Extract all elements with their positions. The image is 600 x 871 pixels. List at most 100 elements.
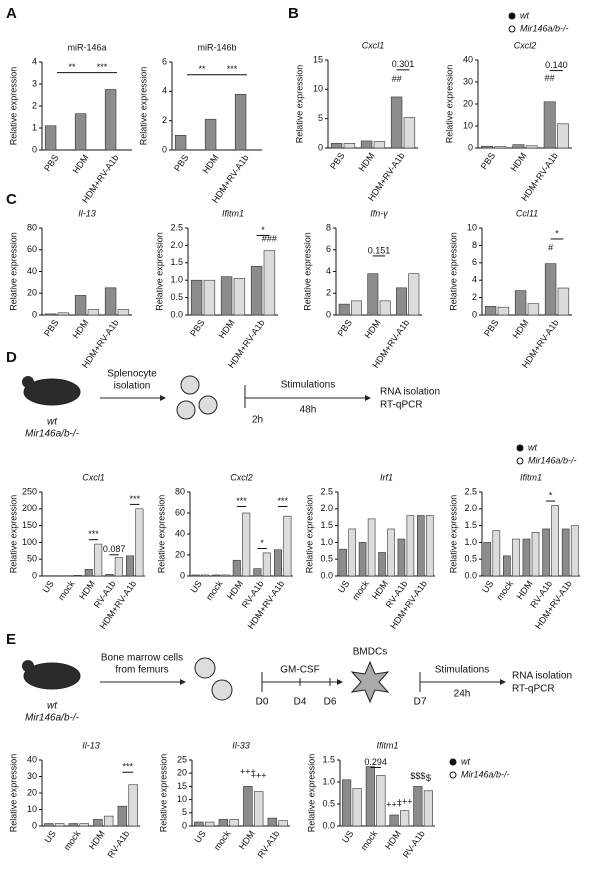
chart: Ifitm1 Relative expression 0.0 0.5 1.0 1.5 US m… (306, 740, 509, 859)
bar (494, 146, 507, 149)
chart-title: Ccl11 (516, 208, 538, 218)
x-tick-label: PBS (482, 318, 501, 338)
bar (570, 525, 579, 577)
annotation: *** (277, 496, 288, 506)
y-tick-label: 10 (177, 794, 187, 804)
bar (242, 512, 251, 577)
chart: Cxcl1 Relative expression 0 50 100 150 200 250 U… (8, 472, 145, 631)
panel-label: C (6, 191, 17, 208)
bar (203, 279, 216, 316)
step: Splenocyte (107, 369, 157, 380)
panel-label: B (288, 5, 299, 22)
y-tick-label: 4 (162, 86, 167, 96)
bar (531, 532, 540, 577)
y-tick-label: 1.0 (320, 537, 333, 547)
x-tick-label: HDM (237, 829, 257, 852)
y-tick-label: 1.5 (320, 520, 333, 530)
y-tick-label: 4 (32, 56, 37, 66)
strain: Mir146a/b-/- (25, 429, 80, 440)
chart-title: Irf1 (380, 472, 393, 482)
y-axis-label: Relative expression (8, 232, 18, 311)
x-tick-label: PBS (335, 318, 354, 338)
x-tick-label: PBS (188, 318, 207, 338)
y-tick-label: 3 (32, 78, 37, 88)
bar (351, 300, 362, 316)
bar (483, 542, 492, 577)
bar (527, 303, 540, 316)
y-axis-label: Relative expression (158, 754, 168, 833)
y-tick-label: 2.0 (170, 240, 183, 250)
y-tick-label: 8 (472, 240, 477, 250)
bar (512, 538, 520, 577)
bar (125, 555, 134, 577)
y-tick-label: 25 (177, 754, 187, 764)
x-tick-label: HDM (71, 153, 91, 176)
bar (190, 279, 203, 316)
step: RNA isolation (380, 387, 440, 398)
y-axis-label: Relative expression (138, 67, 148, 146)
y-tick-label: 40 (463, 54, 473, 64)
chart-title: Il-33 (232, 740, 250, 750)
bar (273, 549, 282, 577)
annotation: 0.087 (103, 544, 126, 554)
x-tick-label: US (192, 829, 207, 845)
y-axis-label: Relative expression (156, 495, 166, 574)
bar (73, 575, 82, 577)
bar (373, 141, 386, 149)
chart-title: Cxcl2 (230, 472, 253, 482)
y-tick-label: 2 (162, 115, 167, 125)
y-tick-label: 0 (162, 144, 167, 154)
x-tick-label: PBS (328, 151, 347, 171)
y-tick-label: 2.0 (464, 503, 477, 513)
bar (360, 140, 373, 149)
y-tick-label: 1.5 (464, 520, 477, 530)
bar (232, 559, 241, 577)
time: 2h (252, 415, 263, 426)
chart-title: Ifitm1 (520, 472, 542, 482)
annotation: *** (97, 62, 108, 72)
y-axis-label: Relative expression (154, 232, 164, 311)
y-tick-label: 60 (27, 244, 37, 254)
annotation: ** (68, 62, 76, 72)
y-tick-label: 15 (313, 54, 323, 64)
time: 24h (454, 689, 471, 700)
legend-label: Mir146a/b-/- (528, 455, 577, 465)
y-tick-label: 40 (27, 266, 37, 276)
bar (117, 309, 130, 316)
chart: Il-33 Relative expression 0 5 10 15 20 25 US mock… (158, 740, 290, 860)
x-tick-label: US (336, 579, 351, 595)
y-tick-label: 0 (182, 820, 187, 830)
day: D4 (294, 697, 307, 708)
bar (243, 786, 253, 827)
x-tick-label: mock (212, 828, 233, 852)
x-tick-label: HDM (87, 829, 107, 852)
bar (543, 101, 556, 149)
y-tick-label: 1.5 (170, 257, 183, 267)
y-tick-label: 0.0 (464, 570, 477, 580)
bar (253, 568, 262, 577)
bar (229, 819, 239, 827)
bar (74, 295, 87, 316)
y-tick-label: 250 (22, 486, 37, 496)
y-tick-label: 0.0 (320, 570, 333, 580)
y-tick-label: 1.5 (322, 754, 335, 764)
bar (481, 145, 493, 149)
y-tick-label: 30 (463, 76, 473, 86)
y-tick-label: 2 (472, 292, 477, 302)
bar (396, 287, 407, 316)
bar (557, 123, 569, 149)
legend-label: wt (461, 756, 470, 766)
bar (267, 817, 278, 827)
chart-title: miR-146b (197, 42, 236, 52)
y-tick-label: 0.5 (322, 798, 335, 808)
annotation: ## (545, 73, 555, 83)
bar (278, 820, 288, 827)
y-tick-label: 2.0 (320, 503, 333, 513)
bar (191, 574, 200, 577)
bar (387, 528, 395, 577)
bar (174, 135, 187, 151)
y-tick-label: 1.0 (464, 537, 477, 547)
panel-label: E (6, 631, 16, 648)
scheme-d (22, 375, 371, 420)
